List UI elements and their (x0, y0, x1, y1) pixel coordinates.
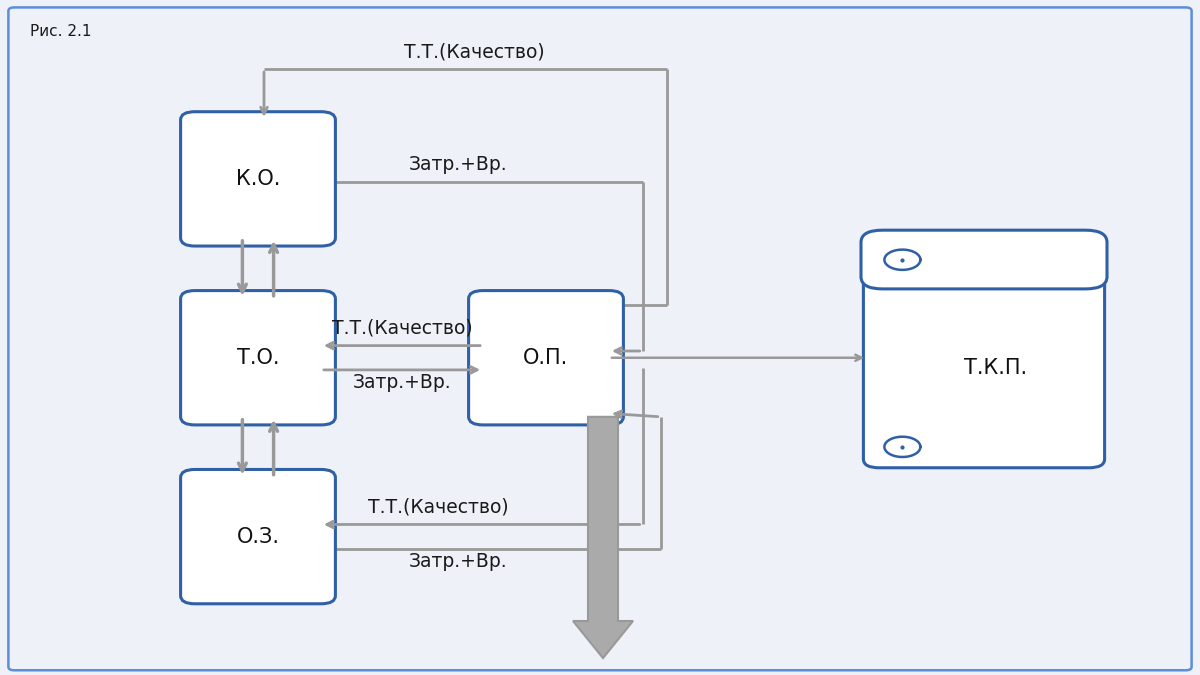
FancyBboxPatch shape (180, 112, 336, 246)
FancyBboxPatch shape (180, 470, 336, 604)
Text: Рис. 2.1: Рис. 2.1 (30, 24, 91, 38)
Text: Затр.+Вр.: Затр.+Вр. (353, 373, 451, 392)
Text: Т.Т.(Качество): Т.Т.(Качество) (404, 42, 545, 61)
Text: О.З.: О.З. (236, 526, 280, 547)
FancyBboxPatch shape (863, 268, 1104, 468)
Text: Т.Т.(Качество): Т.Т.(Качество) (331, 319, 473, 338)
FancyBboxPatch shape (860, 230, 1106, 289)
FancyBboxPatch shape (469, 291, 624, 425)
FancyBboxPatch shape (180, 291, 336, 425)
Text: Затр.+Вр.: Затр.+Вр. (408, 155, 508, 174)
Polygon shape (574, 417, 634, 658)
Text: Т.К.П.: Т.К.П. (965, 358, 1027, 378)
Text: Т.Т.(Качество): Т.Т.(Качество) (368, 497, 509, 516)
FancyBboxPatch shape (8, 7, 1192, 670)
Text: О.П.: О.П. (523, 348, 569, 368)
Text: К.О.: К.О. (236, 169, 280, 189)
Text: Т.О.: Т.О. (236, 348, 280, 368)
Text: Затр.+Вр.: Затр.+Вр. (408, 552, 508, 571)
